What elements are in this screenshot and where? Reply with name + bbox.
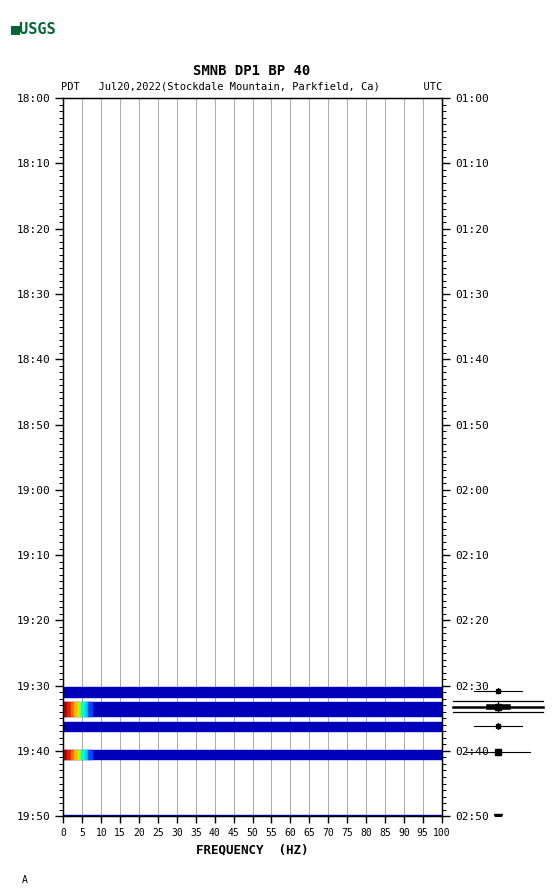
Bar — [78, 749, 81, 759]
Bar — [74, 830, 78, 844]
Bar — [63, 687, 442, 697]
Bar — [63, 749, 67, 759]
Bar — [74, 702, 78, 716]
Bar — [78, 830, 81, 844]
Bar — [85, 702, 88, 716]
Bar — [78, 702, 81, 716]
Bar — [63, 830, 442, 844]
Bar — [81, 830, 85, 844]
Text: SMNB DP1 BP 40: SMNB DP1 BP 40 — [193, 64, 310, 78]
Bar — [63, 722, 442, 731]
Bar — [63, 815, 442, 825]
Bar — [71, 702, 74, 716]
Bar — [88, 749, 92, 759]
Bar — [71, 830, 74, 844]
Bar — [67, 702, 71, 716]
Bar — [63, 749, 442, 759]
Bar — [74, 749, 78, 759]
Bar — [67, 830, 71, 844]
Text: A: A — [22, 875, 28, 885]
Bar — [85, 749, 88, 759]
Bar — [63, 702, 442, 716]
Bar — [71, 749, 74, 759]
Text: ■USGS: ■USGS — [11, 21, 57, 37]
Bar — [88, 702, 92, 716]
Bar — [88, 830, 92, 844]
Bar — [81, 749, 85, 759]
Bar — [63, 830, 67, 844]
Bar — [63, 702, 67, 716]
Bar — [85, 830, 88, 844]
X-axis label: FREQUENCY  (HZ): FREQUENCY (HZ) — [197, 844, 309, 856]
Text: PDT   Jul20,2022(Stockdale Mountain, Parkfield, Ca)       UTC: PDT Jul20,2022(Stockdale Mountain, Parkf… — [61, 82, 442, 92]
Bar — [67, 749, 71, 759]
Bar — [81, 702, 85, 716]
